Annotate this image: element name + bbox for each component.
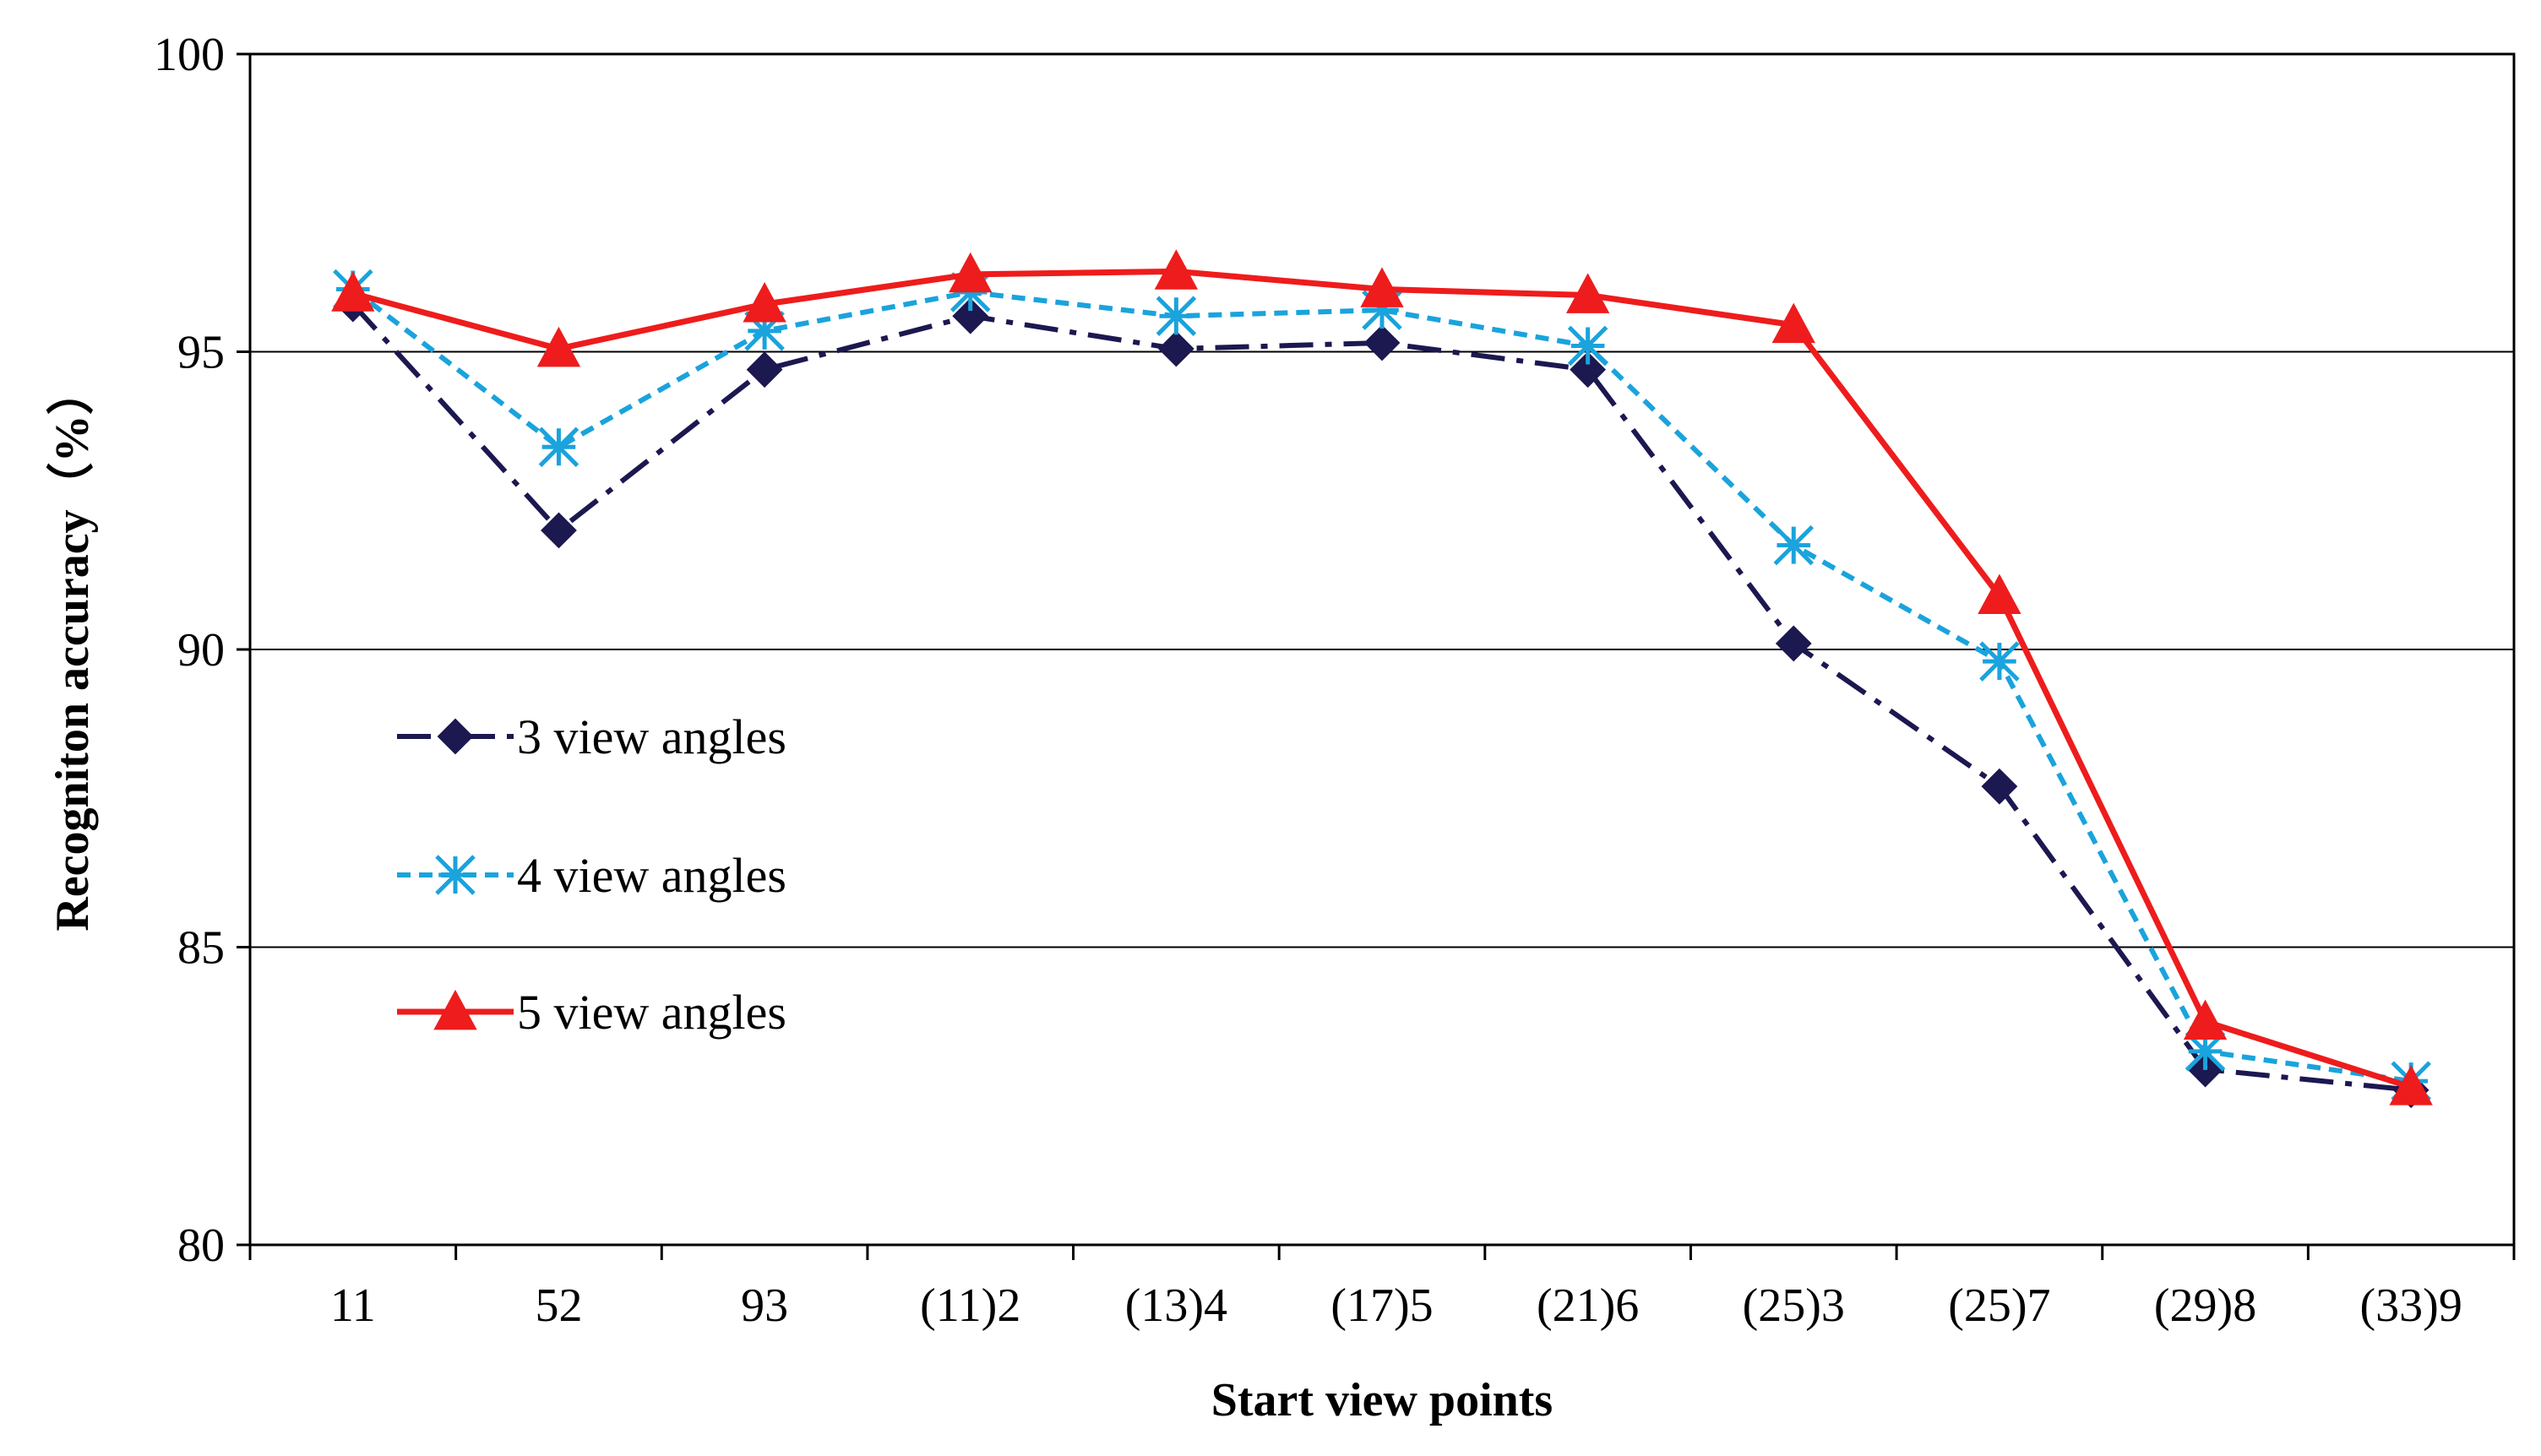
- data-point: [1981, 768, 2018, 805]
- x-tick-label: (33)9: [2360, 1279, 2462, 1332]
- data-point: [331, 271, 375, 312]
- x-tick-label: (17)5: [1330, 1279, 1433, 1332]
- series-line: [351, 287, 2412, 1084]
- data-point: [952, 297, 989, 334]
- data-point: [1773, 524, 1815, 566]
- data-point: [1157, 330, 1194, 367]
- data-point: [541, 512, 577, 549]
- legend-item: 3 view angles: [397, 709, 786, 764]
- x-tick-label: (11)2: [920, 1279, 1020, 1332]
- y-axis-title: Recogniton accuracy（%）: [46, 367, 99, 931]
- x-tick-label: (25)3: [1743, 1279, 1845, 1332]
- y-tick-label: 85: [177, 922, 225, 975]
- legend-marker: [437, 718, 474, 755]
- data-point: [1360, 267, 1404, 307]
- data-point: [538, 426, 579, 468]
- data-point: [536, 326, 581, 367]
- x-tick-label: (29)8: [2154, 1279, 2256, 1332]
- x-axis-ticks: 11 52 93 (11)2 (13)4 (17)5 (21)6 (25)3 (25)7 (29)…: [248, 1245, 2516, 1332]
- data-point: [1567, 325, 1608, 367]
- series-3: [331, 249, 2433, 1106]
- data-point: [743, 281, 786, 323]
- data-point: [949, 252, 993, 293]
- x-axis-title: Start view points: [1211, 1374, 1553, 1426]
- data-point: [1979, 641, 2020, 682]
- y-tick-label: 95: [177, 327, 225, 379]
- data-point: [746, 351, 783, 388]
- data-point: [1565, 273, 1610, 313]
- x-tick-label: (25)7: [1948, 1279, 2050, 1332]
- x-tick-label: 52: [535, 1279, 582, 1332]
- series-lines: [331, 249, 2433, 1109]
- data-point: [1154, 249, 1199, 290]
- series-line: [351, 268, 2413, 1090]
- x-tick-label: (21)6: [1537, 1279, 1639, 1332]
- series-line: [351, 302, 2412, 1093]
- legend-label: 4 view angles: [517, 848, 786, 903]
- data-point: [1156, 296, 1197, 336]
- y-tick-label: 100: [154, 29, 225, 81]
- data-point: [1363, 324, 1401, 361]
- y-axis-ticks: 80 85 90 95 100: [154, 29, 250, 1272]
- legend-item: 4 view angles: [397, 848, 786, 903]
- legend-label: 5 view angles: [517, 985, 786, 1040]
- y-tick-label: 80: [177, 1220, 225, 1272]
- x-tick-label: 93: [741, 1279, 788, 1332]
- data-point: [1570, 351, 1607, 388]
- series-2: [333, 269, 2431, 1101]
- legend-marker: [433, 989, 477, 1030]
- legend: 3 view angles 4 view angles 5 view angles: [397, 709, 786, 1040]
- data-point: [1978, 573, 2021, 614]
- y-tick-label: 90: [177, 624, 225, 676]
- data-point: [2183, 999, 2228, 1040]
- legend-label: 3 view angles: [517, 709, 786, 764]
- legend-marker: [435, 855, 476, 895]
- x-tick-label: 11: [330, 1279, 376, 1332]
- x-tick-label: (13)4: [1125, 1279, 1227, 1332]
- data-point: [1775, 625, 1812, 662]
- data-point: [2389, 1065, 2433, 1106]
- legend-item: 5 view angles: [397, 985, 786, 1040]
- data-point: [1771, 302, 1815, 344]
